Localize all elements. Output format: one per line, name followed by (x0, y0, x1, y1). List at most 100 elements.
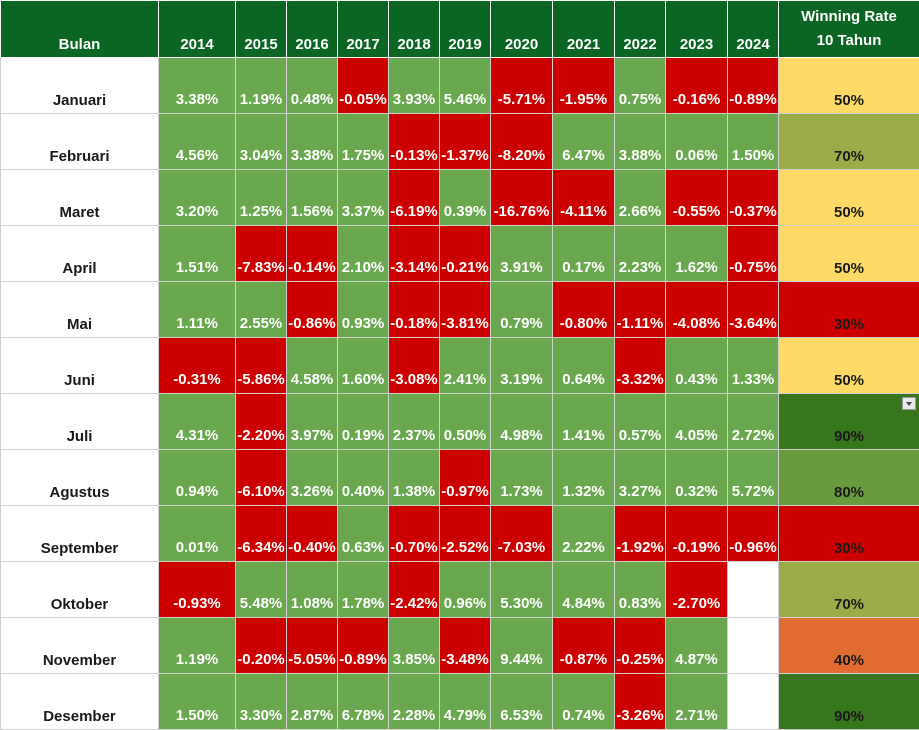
return-cell[interactable]: -0.70% (389, 506, 440, 562)
return-cell[interactable]: 1.33% (728, 338, 779, 394)
return-cell[interactable]: 3.04% (236, 114, 287, 170)
empty-cell[interactable] (728, 618, 779, 674)
empty-cell[interactable] (728, 562, 779, 618)
header-year[interactable]: 2022 (615, 1, 666, 58)
return-cell[interactable]: 5.72% (728, 450, 779, 506)
return-cell[interactable]: -2.70% (666, 562, 728, 618)
return-cell[interactable]: 0.32% (666, 450, 728, 506)
return-cell[interactable]: 2.41% (440, 338, 491, 394)
return-cell[interactable]: 2.72% (728, 394, 779, 450)
return-cell[interactable]: -0.31% (159, 338, 236, 394)
return-cell[interactable]: -2.42% (389, 562, 440, 618)
month-cell[interactable]: November (1, 618, 159, 674)
return-cell[interactable]: 0.79% (491, 282, 553, 338)
month-cell[interactable]: April (1, 226, 159, 282)
return-cell[interactable]: 1.11% (159, 282, 236, 338)
return-cell[interactable]: 1.32% (553, 450, 615, 506)
return-cell[interactable]: -0.96% (728, 506, 779, 562)
return-cell[interactable]: -0.55% (666, 170, 728, 226)
winning-rate-cell[interactable]: 70% (779, 114, 919, 170)
return-cell[interactable]: 2.87% (287, 674, 338, 730)
month-cell[interactable]: September (1, 506, 159, 562)
return-cell[interactable]: 0.64% (553, 338, 615, 394)
return-cell[interactable]: 6.78% (338, 674, 389, 730)
return-cell[interactable]: 1.19% (159, 618, 236, 674)
return-cell[interactable]: 0.19% (338, 394, 389, 450)
return-cell[interactable]: -3.64% (728, 282, 779, 338)
return-cell[interactable]: -1.37% (440, 114, 491, 170)
return-cell[interactable]: 3.97% (287, 394, 338, 450)
return-cell[interactable]: 6.53% (491, 674, 553, 730)
return-cell[interactable]: -7.83% (236, 226, 287, 282)
return-cell[interactable]: 0.63% (338, 506, 389, 562)
return-cell[interactable]: 1.19% (236, 58, 287, 114)
return-cell[interactable]: 0.94% (159, 450, 236, 506)
return-cell[interactable]: -3.32% (615, 338, 666, 394)
return-cell[interactable]: -5.05% (287, 618, 338, 674)
return-cell[interactable]: -0.40% (287, 506, 338, 562)
winning-rate-cell[interactable]: 50% (779, 338, 919, 394)
header-year[interactable]: 2019 (440, 1, 491, 58)
return-cell[interactable]: 0.57% (615, 394, 666, 450)
return-cell[interactable]: -0.97% (440, 450, 491, 506)
return-cell[interactable]: -0.21% (440, 226, 491, 282)
return-cell[interactable]: 1.50% (159, 674, 236, 730)
return-cell[interactable]: 3.26% (287, 450, 338, 506)
return-cell[interactable]: -8.20% (491, 114, 553, 170)
return-cell[interactable]: -5.71% (491, 58, 553, 114)
return-cell[interactable]: 3.20% (159, 170, 236, 226)
return-cell[interactable]: 2.37% (389, 394, 440, 450)
return-cell[interactable]: -2.52% (440, 506, 491, 562)
winning-rate-cell[interactable]: 50% (779, 170, 919, 226)
return-cell[interactable]: -4.08% (666, 282, 728, 338)
return-cell[interactable]: 0.96% (440, 562, 491, 618)
return-cell[interactable]: -0.87% (553, 618, 615, 674)
return-cell[interactable]: 0.01% (159, 506, 236, 562)
return-cell[interactable]: -6.34% (236, 506, 287, 562)
return-cell[interactable]: 0.93% (338, 282, 389, 338)
return-cell[interactable]: 1.50% (728, 114, 779, 170)
return-cell[interactable]: 4.98% (491, 394, 553, 450)
return-cell[interactable]: 2.28% (389, 674, 440, 730)
return-cell[interactable]: 3.91% (491, 226, 553, 282)
return-cell[interactable]: 5.48% (236, 562, 287, 618)
return-cell[interactable]: 4.84% (553, 562, 615, 618)
winning-rate-cell[interactable]: 80% (779, 450, 919, 506)
month-cell[interactable]: Januari (1, 58, 159, 114)
header-year[interactable]: 2017 (338, 1, 389, 58)
return-cell[interactable]: 4.56% (159, 114, 236, 170)
return-cell[interactable]: -0.80% (553, 282, 615, 338)
return-cell[interactable]: 9.44% (491, 618, 553, 674)
return-cell[interactable]: 5.30% (491, 562, 553, 618)
header-year[interactable]: 2018 (389, 1, 440, 58)
month-cell[interactable]: Juni (1, 338, 159, 394)
return-cell[interactable]: 0.39% (440, 170, 491, 226)
return-cell[interactable]: 4.05% (666, 394, 728, 450)
return-cell[interactable]: 0.43% (666, 338, 728, 394)
return-cell[interactable]: 3.85% (389, 618, 440, 674)
header-year[interactable]: 2014 (159, 1, 236, 58)
return-cell[interactable]: 0.48% (287, 58, 338, 114)
return-cell[interactable]: 3.27% (615, 450, 666, 506)
winning-rate-cell[interactable]: 40% (779, 618, 919, 674)
header-month[interactable]: Bulan (1, 1, 159, 58)
return-cell[interactable]: 3.19% (491, 338, 553, 394)
return-cell[interactable]: -3.48% (440, 618, 491, 674)
return-cell[interactable]: -1.92% (615, 506, 666, 562)
return-cell[interactable]: -0.37% (728, 170, 779, 226)
return-cell[interactable]: 5.46% (440, 58, 491, 114)
return-cell[interactable]: 1.08% (287, 562, 338, 618)
return-cell[interactable]: 1.25% (236, 170, 287, 226)
header-year[interactable]: 2024 (728, 1, 779, 58)
return-cell[interactable]: -0.18% (389, 282, 440, 338)
return-cell[interactable]: -0.14% (287, 226, 338, 282)
return-cell[interactable]: 1.56% (287, 170, 338, 226)
return-cell[interactable]: -6.10% (236, 450, 287, 506)
return-cell[interactable]: -2.20% (236, 394, 287, 450)
winning-rate-cell[interactable]: 30% (779, 506, 919, 562)
month-cell[interactable]: Oktober (1, 562, 159, 618)
return-cell[interactable]: 1.60% (338, 338, 389, 394)
return-cell[interactable]: 0.83% (615, 562, 666, 618)
return-cell[interactable]: -0.75% (728, 226, 779, 282)
